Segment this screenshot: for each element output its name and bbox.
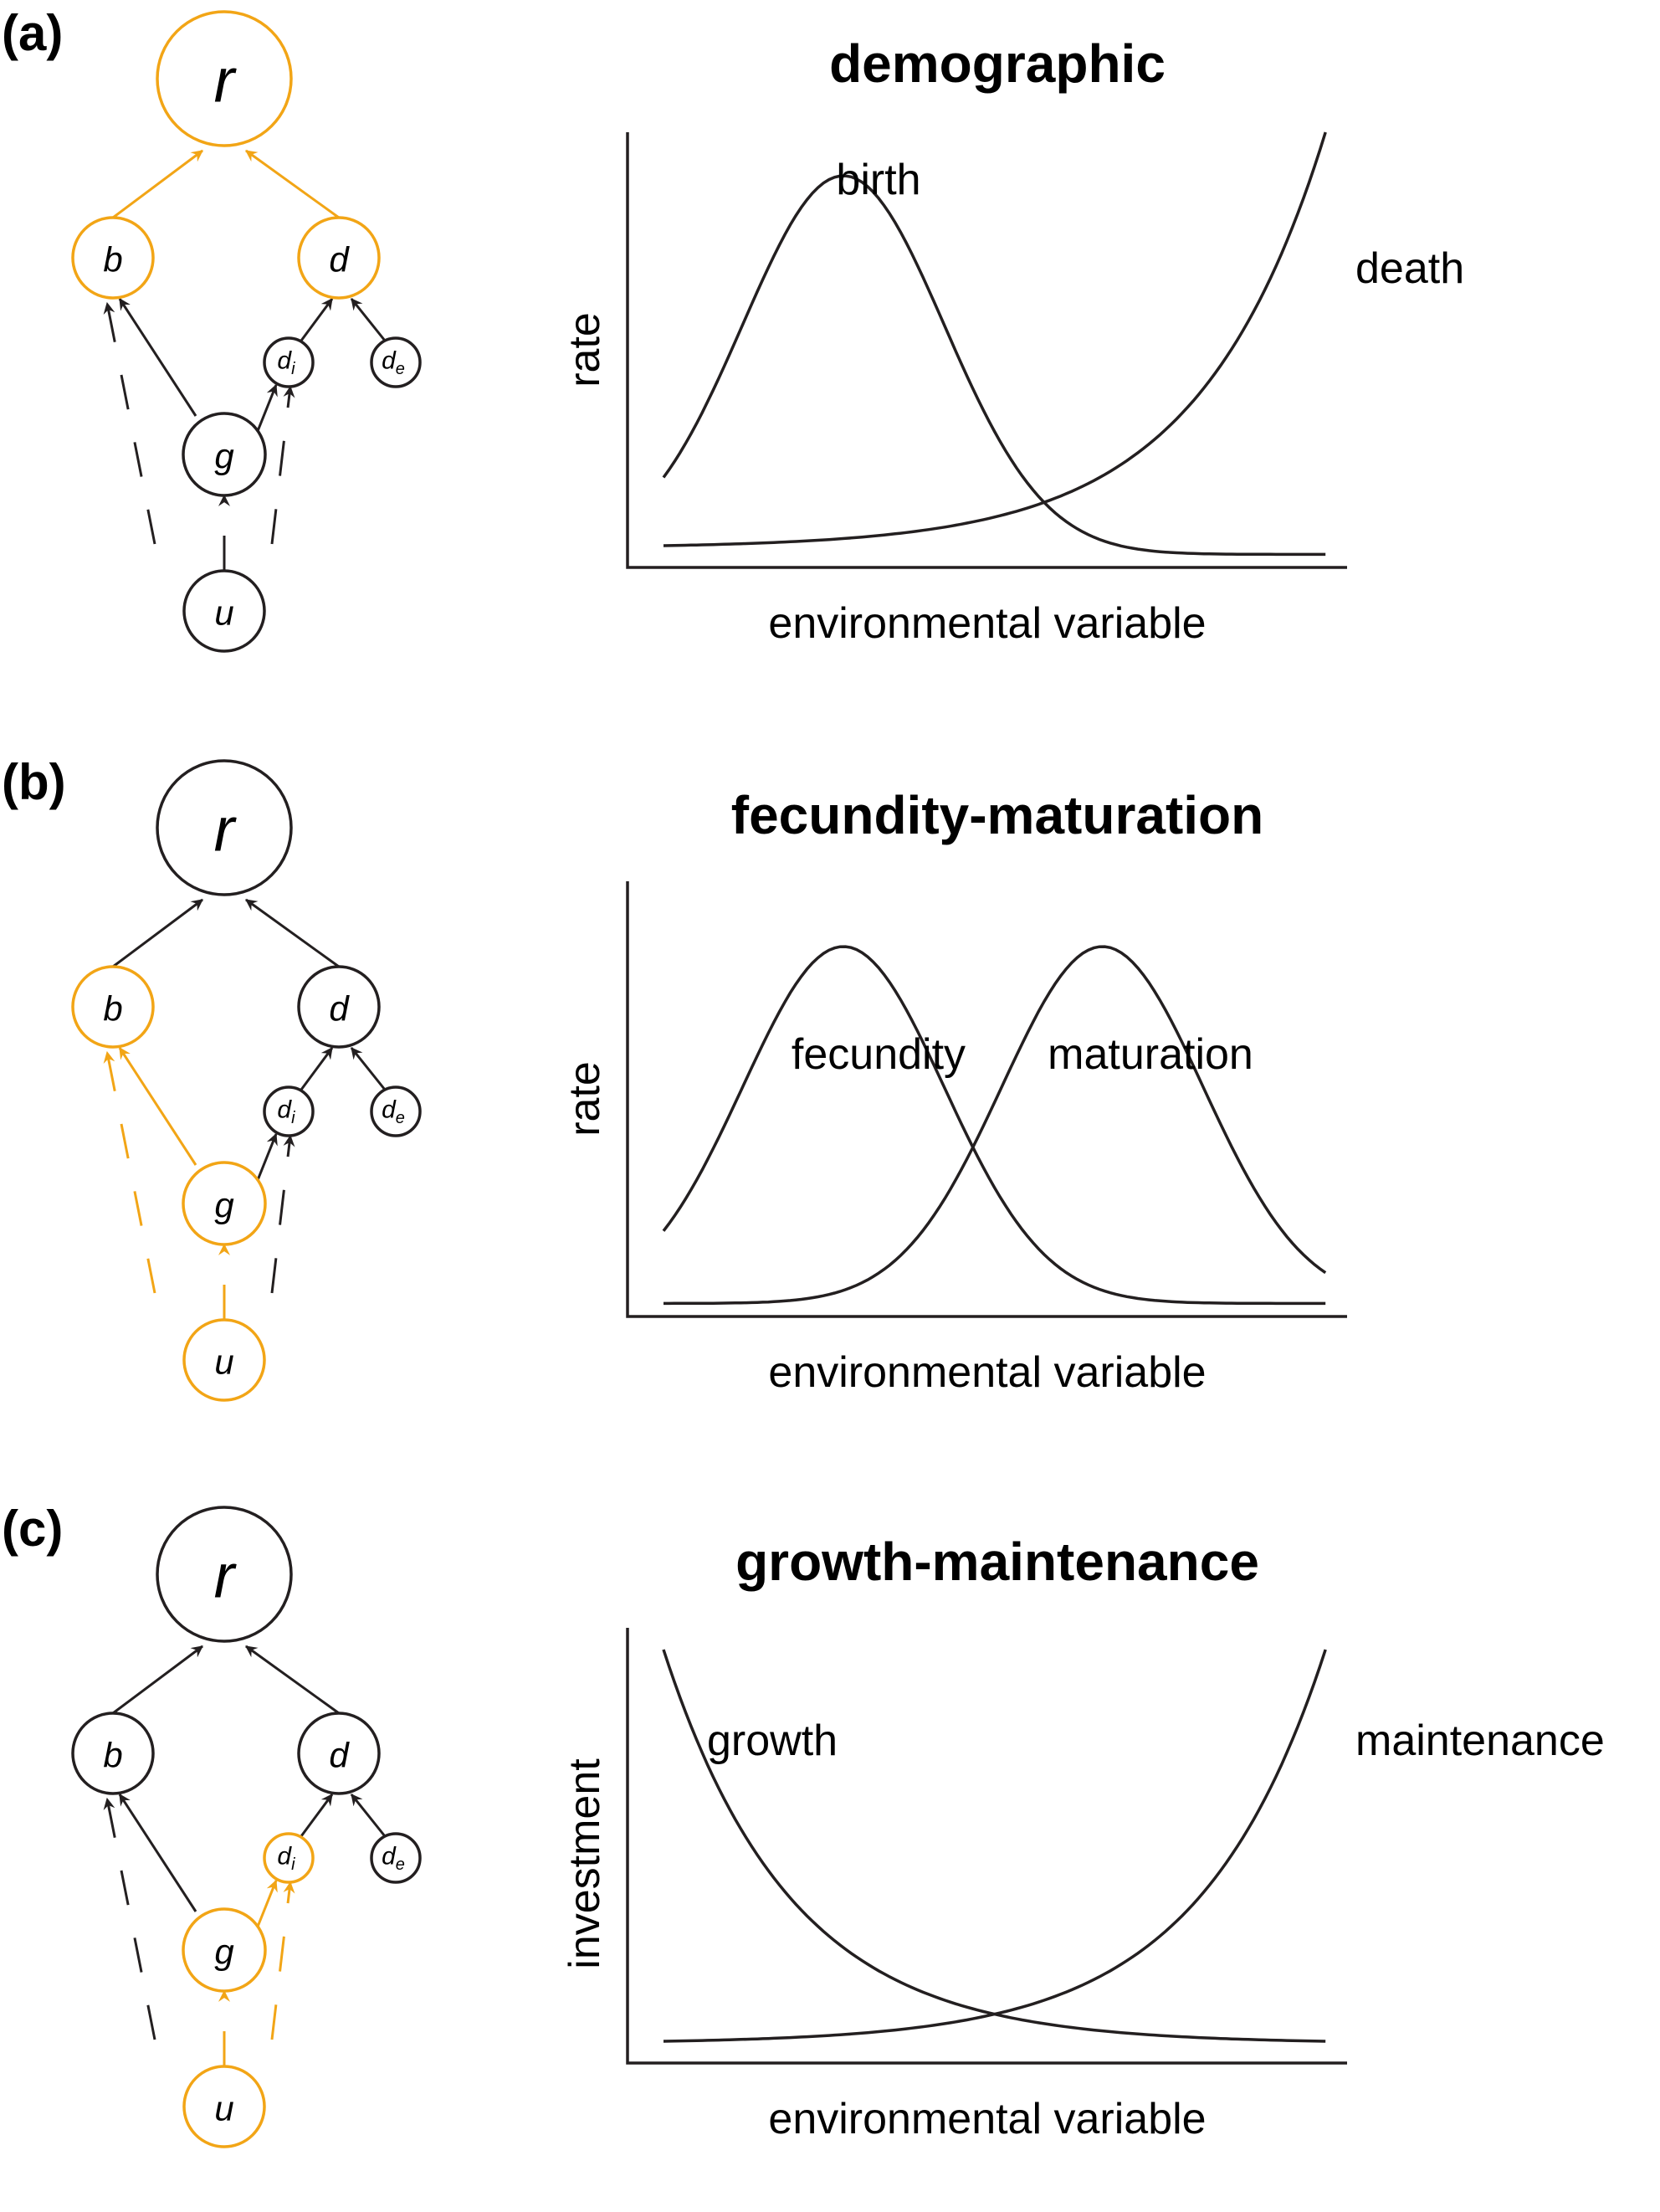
series-fecundity-line bbox=[662, 945, 1326, 1306]
edge-d-r-arrow bbox=[245, 1645, 340, 1715]
panel-title: growth-maintenance bbox=[735, 1532, 1259, 1592]
edge-b-r-arrow bbox=[112, 149, 203, 219]
edge-b-r-arrow bbox=[112, 898, 203, 968]
node-u-label: u bbox=[214, 2089, 233, 2128]
node-g-label: g bbox=[214, 437, 233, 476]
node-d bbox=[297, 965, 381, 1049]
series-maturation-line bbox=[663, 945, 1327, 1306]
node-g bbox=[182, 1907, 267, 1993]
series-death-line bbox=[663, 131, 1327, 547]
node-u bbox=[182, 2065, 266, 2148]
node-di bbox=[263, 1085, 315, 1137]
node-b bbox=[71, 216, 155, 300]
edge-g-di-arrow bbox=[256, 1132, 278, 1181]
panel-label: (b) bbox=[2, 754, 66, 810]
node-g bbox=[182, 1161, 267, 1246]
node-g bbox=[182, 412, 267, 497]
edge-di-d-arrow bbox=[300, 298, 334, 341]
node-r-label: r bbox=[214, 46, 238, 115]
edge-u-b-arrow bbox=[103, 1797, 156, 2040]
node-b bbox=[71, 965, 155, 1049]
edge-u-di-arrow bbox=[270, 385, 295, 545]
edge-u-b-arrow bbox=[103, 301, 156, 545]
series-label-maintenance: maintenance bbox=[1355, 1717, 1605, 1765]
panel-title: fecundity-maturation bbox=[731, 785, 1263, 845]
node-u-label: u bbox=[214, 593, 233, 633]
series-label-death: death bbox=[1355, 244, 1464, 293]
node-r bbox=[156, 1506, 293, 1643]
node-u bbox=[182, 569, 266, 653]
chart-axes bbox=[626, 132, 1347, 569]
series-label-fecundity: fecundity bbox=[792, 1030, 966, 1079]
edge-g-b-arrow bbox=[118, 298, 197, 417]
y-axis-label: rate bbox=[561, 1061, 609, 1137]
series-label-growth: growth bbox=[707, 1717, 838, 1765]
node-u bbox=[182, 1318, 266, 1402]
edge-de-d-arrow bbox=[350, 1047, 387, 1091]
node-di-label: di bbox=[277, 1096, 295, 1128]
x-axis-label: environmental variable bbox=[768, 599, 1206, 648]
node-d-label: d bbox=[329, 989, 350, 1029]
node-de bbox=[370, 336, 422, 388]
series-birth-line bbox=[662, 174, 1326, 557]
panel-title: demographic bbox=[829, 33, 1166, 94]
edge-di-d-arrow bbox=[300, 1794, 334, 1837]
series-growth-line bbox=[662, 1649, 1326, 2043]
node-di bbox=[263, 1832, 315, 1884]
node-r-label: r bbox=[214, 795, 238, 865]
edge-di-d-arrow bbox=[300, 1047, 334, 1091]
chart-axes bbox=[626, 881, 1347, 1318]
node-b-label: b bbox=[103, 989, 122, 1029]
y-axis-label: investment bbox=[561, 1758, 609, 1969]
node-r bbox=[156, 10, 293, 147]
edge-g-di-arrow bbox=[256, 1879, 278, 1927]
edge-de-d-arrow bbox=[350, 1794, 387, 1837]
x-axis-label: environmental variable bbox=[768, 1348, 1206, 1397]
x-axis-label: environmental variable bbox=[768, 2095, 1206, 2143]
node-d-label: d bbox=[329, 1736, 350, 1775]
node-di bbox=[263, 336, 315, 388]
node-d-label: d bbox=[329, 240, 350, 280]
node-g-label: g bbox=[214, 1932, 233, 1972]
edge-d-r-arrow bbox=[245, 149, 340, 219]
edge-u-b-arrow bbox=[103, 1050, 156, 1294]
node-b-label: b bbox=[103, 1736, 122, 1775]
panel-label: (c) bbox=[2, 1501, 63, 1557]
node-g-label: g bbox=[214, 1186, 233, 1225]
node-d bbox=[297, 216, 381, 300]
edge-d-r-arrow bbox=[245, 898, 340, 968]
panel-label: (a) bbox=[2, 5, 63, 61]
node-r bbox=[156, 759, 293, 896]
edge-u-di-arrow bbox=[270, 1134, 295, 1294]
node-u-label: u bbox=[214, 1342, 233, 1382]
y-axis-label: rate bbox=[561, 312, 609, 387]
edge-b-r-arrow bbox=[112, 1645, 203, 1715]
edge-g-di-arrow bbox=[256, 383, 278, 432]
series-maintenance-line bbox=[663, 1649, 1327, 2043]
edge-u-di-arrow bbox=[270, 1881, 295, 2040]
edge-de-d-arrow bbox=[350, 298, 387, 341]
chart-axes bbox=[626, 1628, 1347, 2065]
node-di-label: di bbox=[277, 347, 295, 379]
edge-g-b-arrow bbox=[118, 1047, 197, 1166]
node-de bbox=[370, 1085, 422, 1137]
node-b bbox=[71, 1712, 155, 1795]
series-label-birth: birth bbox=[836, 156, 920, 204]
edge-g-b-arrow bbox=[118, 1794, 197, 1912]
node-d bbox=[297, 1712, 381, 1795]
series-label-maturation: maturation bbox=[1048, 1030, 1253, 1079]
node-r-label: r bbox=[214, 1542, 238, 1611]
node-di-label: di bbox=[277, 1843, 295, 1875]
node-b-label: b bbox=[103, 240, 122, 280]
node-de bbox=[370, 1832, 422, 1884]
